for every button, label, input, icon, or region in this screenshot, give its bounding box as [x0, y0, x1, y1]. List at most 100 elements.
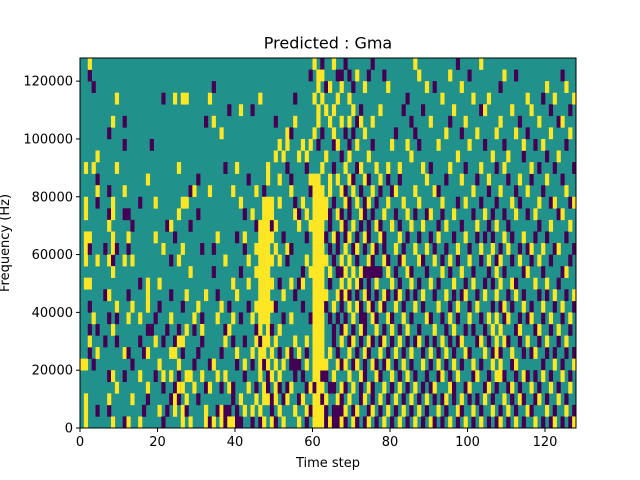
heatmap-cell-low: [568, 323, 573, 336]
heatmap-cell-high: [444, 289, 449, 302]
heatmap-cell-low: [413, 289, 418, 302]
heatmap-cell-high: [401, 312, 406, 325]
heatmap-cell-low: [339, 393, 344, 406]
heatmap-cell-high: [440, 92, 445, 105]
heatmap-cell-high: [145, 277, 151, 290]
heatmap-cell-high: [374, 162, 379, 174]
heatmap-cell-low: [238, 416, 244, 429]
heatmap-cell-low: [428, 381, 433, 394]
heatmap-cell-high: [409, 219, 414, 232]
heatmap-cell-high: [269, 231, 275, 244]
heatmap-cell-low: [421, 381, 426, 394]
heatmap-cell-low: [362, 312, 368, 325]
heatmap-cell-high: [386, 312, 391, 325]
heatmap-cell-low: [506, 219, 511, 232]
heatmap-cell-high: [421, 162, 426, 174]
heatmap-cell-high: [320, 358, 325, 371]
heatmap-cell-low: [227, 104, 232, 117]
heatmap-cell-low: [343, 219, 348, 232]
heatmap-cell-high: [204, 416, 209, 429]
heatmap-cell-low: [533, 370, 538, 383]
heatmap-cell-high: [494, 370, 499, 383]
heatmap-cell-high: [328, 81, 333, 93]
heatmap-cell-high: [269, 254, 275, 267]
heatmap-cell-low: [235, 358, 240, 371]
heatmap-cell-high: [258, 219, 263, 232]
heatmap-cell-low: [266, 381, 271, 394]
heatmap-cell-low: [510, 300, 515, 313]
x-tick-label: 60: [304, 435, 321, 450]
heatmap-cell-high: [397, 162, 402, 174]
heatmap-cell-low: [428, 358, 433, 371]
heatmap-cell-low: [343, 127, 348, 140]
y-tick-label: 40000: [32, 306, 73, 321]
heatmap-cell-low: [448, 115, 453, 128]
heatmap-cell-low: [444, 323, 449, 336]
heatmap-cell-low: [324, 81, 329, 93]
heatmap-cell-low: [440, 254, 445, 267]
x-axis: 0 20 40 60 80 100 120: [76, 428, 557, 450]
heatmap-cell-high: [351, 104, 356, 117]
heatmap-cell-high: [514, 127, 519, 140]
heatmap-cell-high: [180, 243, 185, 255]
heatmap-cell-high: [262, 300, 267, 313]
heatmap-cell-low: [95, 196, 100, 209]
heatmap-cell-low: [564, 231, 569, 244]
heatmap-cell-high: [173, 92, 178, 105]
heatmap-cell-high: [320, 381, 325, 394]
heatmap-cell-low: [281, 393, 286, 406]
heatmap-cell-high: [564, 266, 569, 278]
heatmap-cell-high: [316, 115, 321, 128]
heatmap-cell-high: [312, 58, 317, 70]
heatmap-cell-high: [568, 219, 573, 232]
heatmap-cell-high: [432, 381, 437, 394]
heatmap-cell-low: [490, 300, 495, 313]
heatmap-cell-high: [266, 219, 271, 232]
heatmap-cell-high: [87, 58, 92, 70]
heatmap-cell-high: [324, 254, 329, 267]
heatmap-cell-high: [335, 138, 340, 151]
heatmap-cell-high: [258, 312, 263, 325]
heatmap-cell-high: [114, 381, 120, 394]
heatmap-cell-low: [359, 335, 364, 348]
heatmap-cell-high: [413, 58, 418, 70]
heatmap-cell-high: [548, 381, 554, 394]
heatmap-cell-high: [316, 81, 321, 93]
heatmap-cell-high: [320, 162, 325, 174]
heatmap-cell-high: [386, 404, 391, 417]
heatmap-cell-high: [262, 208, 267, 221]
heatmap-cell-low: [219, 347, 224, 359]
heatmap-cell-low: [452, 289, 457, 302]
heatmap-cell-low: [273, 416, 278, 429]
heatmap-cell-low: [362, 416, 368, 429]
heatmap-cell-low: [165, 404, 170, 417]
heatmap-cell-high: [475, 127, 480, 140]
heatmap-cell-low: [529, 404, 534, 417]
heatmap-cell-low: [328, 243, 333, 255]
heatmap-cell-high: [455, 404, 461, 417]
heatmap-cell-high: [452, 208, 457, 221]
heatmap-cell-low: [463, 277, 468, 290]
heatmap-cell-high: [506, 404, 511, 417]
heatmap-cell-low: [405, 335, 410, 348]
heatmap-cell-low: [87, 347, 92, 359]
heatmap-cell-low: [331, 404, 337, 417]
heatmap-cell-low: [537, 219, 542, 232]
heatmap-cell-low: [215, 289, 220, 302]
heatmap-cell-low: [308, 69, 313, 82]
heatmap-cell-low: [293, 370, 298, 383]
heatmap-cell-high: [529, 312, 534, 325]
heatmap-cell-low: [351, 323, 356, 336]
heatmap-cell-low: [452, 381, 457, 394]
heatmap-cell-high: [401, 196, 406, 209]
heatmap-cell-low: [192, 358, 197, 371]
heatmap-cell-high: [297, 150, 302, 163]
heatmap-cell-high: [533, 416, 538, 429]
heatmap-cell-high: [362, 81, 368, 93]
heatmap-cell-low: [533, 323, 538, 336]
heatmap-cell-high: [83, 196, 89, 209]
heatmap-cell-high: [525, 266, 530, 278]
heatmap-cell-low: [242, 370, 247, 383]
heatmap-cell-high: [355, 358, 360, 371]
heatmap-cell-low: [331, 162, 337, 174]
